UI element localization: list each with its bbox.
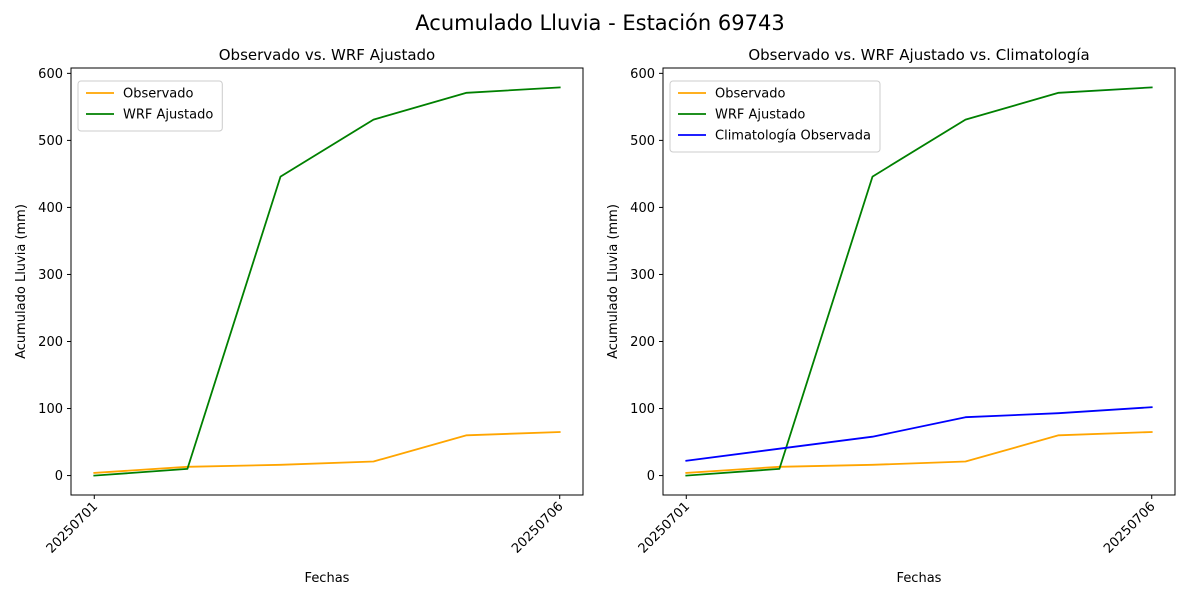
legend-box (77, 80, 223, 132)
chart-panel-left: 0 100 200 300 400 500 600 20250701 20250706 Obser… (14, 46, 584, 586)
figure-title: Acumulado Lluvia - Estación 69743 (415, 11, 784, 35)
y-tick-label-2: 200 (630, 335, 655, 350)
y-tick-label-5: 500 (630, 134, 655, 149)
series-line-1 (685, 86, 1153, 477)
y-tick-label-4: 400 (38, 201, 63, 216)
x-axis-label: Fechas (897, 571, 942, 586)
y-tick-label-0: 0 (647, 469, 655, 484)
legend-label-1: WRF Ajustado (715, 108, 805, 123)
series-line-0 (93, 431, 561, 474)
axes-frame (662, 67, 1176, 496)
legend-label-0: Observado (123, 87, 194, 102)
y-tick-label-5: 500 (38, 134, 63, 149)
y-tick-label-6: 600 (38, 67, 63, 82)
chart-panel-right: 0 100 200 300 400 500 600 20250701 20250706 Obser… (606, 46, 1176, 586)
legend: Observado WRF Ajustado (77, 80, 223, 132)
chart-title: Observado vs. WRF Ajustado vs. Climatolo… (748, 46, 1089, 64)
y-axis-label: Acumulado Lluvia (mm) (14, 204, 29, 359)
y-tick-label-6: 600 (630, 67, 655, 82)
y-tick-label-3: 300 (38, 268, 63, 283)
x-tick-label-0: 20250701 (636, 499, 693, 556)
legend-label-2: Climatología Observada (715, 129, 871, 144)
series-line-1 (93, 86, 561, 477)
y-tick-label-0: 0 (55, 469, 63, 484)
axes-frame (70, 67, 584, 496)
legend-box (669, 80, 881, 153)
y-tick-label-4: 400 (630, 201, 655, 216)
y-axis-label: Acumulado Lluvia (mm) (606, 204, 621, 359)
x-axis-label: Fechas (305, 571, 350, 586)
legend: Observado WRF Ajustado Climatología Observ… (669, 80, 881, 153)
y-tick-label-1: 100 (630, 402, 655, 417)
series-line-0 (685, 431, 1153, 474)
y-tick-label-2: 200 (38, 335, 63, 350)
x-tick-label-1: 20250706 (1101, 499, 1158, 556)
x-tick-label-0: 20250701 (44, 499, 101, 556)
y-tick-label-3: 300 (630, 268, 655, 283)
chart-title: Observado vs. WRF Ajustado (219, 46, 435, 64)
x-tick-label-1: 20250706 (509, 499, 566, 556)
series-line-2 (685, 406, 1153, 462)
y-tick-label-1: 100 (38, 402, 63, 417)
legend-label-1: WRF Ajustado (123, 108, 213, 123)
legend-label-0: Observado (715, 87, 786, 102)
